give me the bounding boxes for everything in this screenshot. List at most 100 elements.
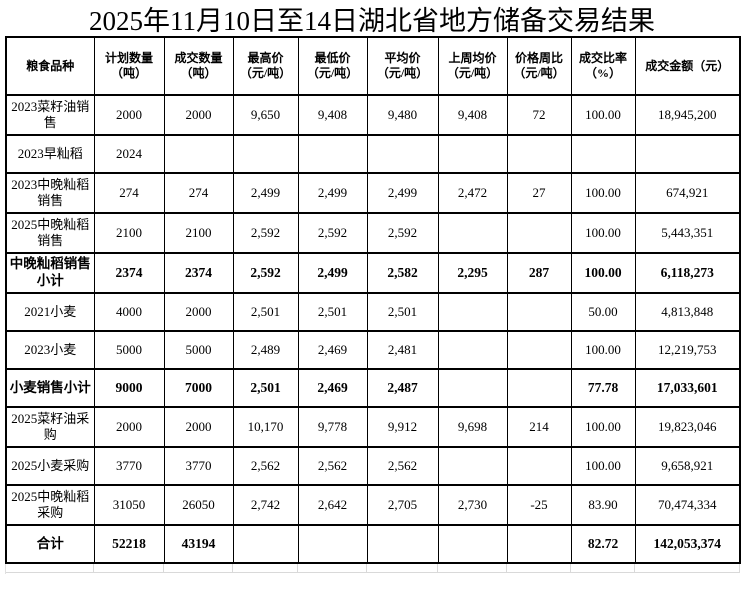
data-cell: 72 — [506, 94, 572, 136]
data-cell: 100.00 — [570, 252, 636, 294]
data-cell: 2,469 — [297, 368, 368, 408]
table-row: 2023早籼稻 2024 — [5, 134, 741, 174]
data-cell: 2100 — [163, 212, 234, 254]
row-label: 2023小麦 — [5, 330, 95, 370]
data-cell: 9,408 — [297, 94, 368, 136]
data-cell: 70,474,334 — [634, 484, 741, 526]
spreadsheet-gridlines — [5, 564, 740, 574]
data-cell: 2000 — [93, 406, 165, 448]
data-cell — [297, 524, 368, 564]
data-cell: 2,489 — [232, 330, 299, 370]
data-cell: 9,408 — [437, 94, 508, 136]
data-cell — [506, 134, 572, 174]
col-header-avg-price: 平均价 （元/吨） — [366, 36, 439, 96]
data-cell: 10,170 — [232, 406, 299, 448]
data-cell: 18,945,200 — [634, 94, 741, 136]
data-cell: 43194 — [163, 524, 234, 564]
table-row: 2023中晚籼稻销售 274 274 2,499 2,499 2,499 2,4… — [5, 172, 741, 214]
data-cell: 100.00 — [570, 212, 636, 254]
data-cell: 2000 — [163, 94, 234, 136]
data-cell: 287 — [506, 252, 572, 294]
row-label: 2025菜籽油采购 — [5, 406, 95, 448]
data-cell: 100.00 — [570, 94, 636, 136]
data-cell: -25 — [506, 484, 572, 526]
data-cell: 2000 — [163, 406, 234, 448]
data-cell: 2000 — [163, 292, 234, 332]
table-row: 2021小麦 4000 2000 2,501 2,501 2,501 50.00… — [5, 292, 741, 332]
report-title: 2025年11月10日至14日湖北省地方储备交易结果 — [89, 5, 655, 36]
data-cell: 2,742 — [232, 484, 299, 526]
col-header-max-price: 最高价 （元/吨） — [232, 36, 299, 96]
table-row: 2025中晚籼稻采购 31050 26050 2,742 2,642 2,705… — [5, 484, 741, 526]
data-cell: 9,650 — [232, 94, 299, 136]
data-cell: 2,730 — [437, 484, 508, 526]
data-cell: 2,562 — [232, 446, 299, 486]
row-label: 2023早籼稻 — [5, 134, 95, 174]
data-cell: 2,592 — [297, 212, 368, 254]
data-cell: 2,487 — [366, 368, 439, 408]
table-row: 2025小麦采购 3770 3770 2,562 2,562 2,562 100… — [5, 446, 741, 486]
data-cell: 2,501 — [232, 292, 299, 332]
data-cell: 31050 — [93, 484, 165, 526]
row-label: 2023中晚籼稻销售 — [5, 172, 95, 214]
data-cell — [437, 292, 508, 332]
data-cell — [437, 134, 508, 174]
data-cell: 2,501 — [366, 292, 439, 332]
data-cell: 52218 — [93, 524, 165, 564]
data-cell — [437, 446, 508, 486]
row-label: 2021小麦 — [5, 292, 95, 332]
data-cell: 5000 — [93, 330, 165, 370]
data-cell: 19,823,046 — [634, 406, 741, 448]
data-cell: 674,921 — [634, 172, 741, 214]
data-cell: 12,219,753 — [634, 330, 741, 370]
subtotal-row: 中晚籼稻销售小计 2374 2374 2,592 2,499 2,582 2,2… — [5, 252, 741, 294]
data-cell: 2,499 — [366, 172, 439, 214]
row-label: 合计 — [5, 524, 95, 564]
data-cell: 7000 — [163, 368, 234, 408]
data-cell: 83.90 — [570, 484, 636, 526]
data-cell: 100.00 — [570, 172, 636, 214]
row-label: 2025中晚籼稻销售 — [5, 212, 95, 254]
data-cell: 77.78 — [570, 368, 636, 408]
data-cell — [297, 134, 368, 174]
data-cell: 2,501 — [232, 368, 299, 408]
data-cell — [366, 524, 439, 564]
data-cell: 2,592 — [232, 212, 299, 254]
data-cell — [163, 134, 234, 174]
col-header-grain-type: 粮食品种 — [5, 36, 95, 96]
data-cell: 2,562 — [297, 446, 368, 486]
row-label: 中晚籼稻销售小计 — [5, 252, 95, 294]
total-row: 合计 52218 43194 82.72 142,053,374 — [5, 524, 741, 564]
data-cell: 142,053,374 — [634, 524, 741, 564]
row-label: 2025小麦采购 — [5, 446, 95, 486]
data-cell — [506, 212, 572, 254]
row-label: 2023菜籽油销售 — [5, 94, 95, 136]
data-cell: 100.00 — [570, 330, 636, 370]
data-cell: 2,295 — [437, 252, 508, 294]
header-row: 粮食品种 计划数量 （吨） 成交数量 （吨） 最高价 （元/吨） 最低价 （元/吨） 平… — [5, 36, 741, 96]
data-cell: 9,912 — [366, 406, 439, 448]
data-cell: 2100 — [93, 212, 165, 254]
data-cell: 100.00 — [570, 446, 636, 486]
col-header-week-change: 价格周比 （元/吨） — [506, 36, 572, 96]
subtotal-row: 小麦销售小计 9000 7000 2,501 2,469 2,487 77.78… — [5, 368, 741, 408]
data-cell: 100.00 — [570, 406, 636, 448]
data-cell: 2,642 — [297, 484, 368, 526]
data-cell: 5,443,351 — [634, 212, 741, 254]
data-cell: 2,499 — [297, 172, 368, 214]
data-cell: 4000 — [93, 292, 165, 332]
data-cell — [506, 524, 572, 564]
data-cell: 82.72 — [570, 524, 636, 564]
row-label: 2025中晚籼稻采购 — [5, 484, 95, 526]
data-cell — [437, 368, 508, 408]
data-cell: 17,033,601 — [634, 368, 741, 408]
data-cell — [437, 212, 508, 254]
data-cell: 2,562 — [366, 446, 439, 486]
data-cell: 2374 — [93, 252, 165, 294]
data-cell — [506, 446, 572, 486]
data-cell — [506, 368, 572, 408]
data-cell: 2,469 — [297, 330, 368, 370]
data-cell: 2,499 — [232, 172, 299, 214]
data-cell — [437, 330, 508, 370]
data-cell: 9,778 — [297, 406, 368, 448]
